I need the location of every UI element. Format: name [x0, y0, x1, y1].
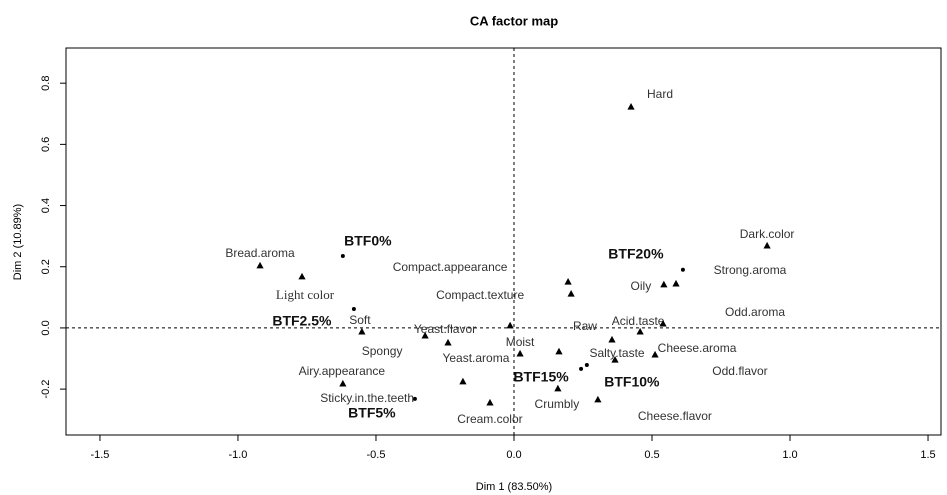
point-triangle [672, 279, 680, 287]
point-label: Odd.flavor [712, 364, 767, 378]
x-tick-label: -1.0 [228, 449, 247, 461]
y-tick-label: 0.0 [40, 320, 52, 335]
point-label: Airy.appearance [299, 364, 386, 378]
point-triangle [516, 349, 524, 357]
point-triangle [651, 350, 659, 358]
point-label: Sticky.in.the.teeth [320, 391, 414, 405]
point-triangle [763, 241, 771, 249]
y-axis-label: Dim 2 (10.89%) [12, 204, 24, 280]
point-triangle [554, 384, 562, 392]
y-tick-label: 0.6 [40, 137, 52, 152]
point-label: Bread.aroma [225, 246, 295, 260]
point-triangle [611, 356, 619, 363]
x-tick-label: -0.5 [366, 449, 385, 461]
point-label: Raw [573, 319, 597, 333]
x-tick-label: 0.0 [506, 449, 521, 461]
point-triangle [627, 103, 635, 110]
x-tick-label: 0.5 [644, 449, 659, 461]
y-tick-label: -0.2 [40, 380, 52, 399]
point-triangle [298, 272, 306, 280]
point-circle [680, 267, 685, 272]
point-label: Crumbly [535, 397, 580, 411]
point-label: Spongy [362, 344, 403, 358]
x-axis-label: Dim 1 (83.50%) [476, 481, 552, 493]
point-label: BTF2.5% [272, 313, 332, 329]
point-triangle [608, 335, 616, 343]
point-triangle [421, 331, 429, 339]
point-triangle [506, 321, 514, 329]
point-label: Compact.texture [436, 288, 524, 302]
point-label: BTF0% [344, 233, 392, 249]
point-label: Hard [647, 87, 673, 101]
point-label: Strong.aroma [714, 263, 787, 277]
point-triangle [636, 327, 644, 335]
point-label: BTF10% [604, 374, 660, 390]
point-triangle [256, 261, 264, 269]
point-triangle [444, 338, 452, 346]
x-tick-label: 1.0 [782, 449, 797, 461]
point-triangle [486, 398, 494, 406]
x-tick-label: 1.5 [920, 449, 935, 461]
point-triangle [339, 379, 347, 387]
point-triangle [567, 289, 575, 297]
point-label: Cheese.aroma [658, 341, 737, 355]
point-label: BTF5% [348, 405, 396, 421]
point-circle [412, 396, 417, 401]
point-label: Moist [506, 335, 535, 349]
x-tick-label: -1.5 [90, 449, 109, 461]
point-label: Cheese.flavor [638, 409, 712, 423]
y-tick-label: 0.8 [40, 76, 52, 91]
point-label: Dark.color [740, 227, 795, 241]
y-tick-label: 0.4 [40, 198, 52, 213]
point-triangle [459, 377, 467, 385]
point-label: Light color [276, 287, 335, 302]
point-label: Odd.aroma [725, 305, 785, 319]
point-label: Soft [349, 313, 371, 327]
point-label: Cream.color [457, 412, 522, 426]
point-circle [584, 362, 589, 367]
point-circle [340, 254, 345, 259]
point-triangle [564, 278, 572, 285]
point-triangle [659, 319, 667, 327]
point-label: Salty.taste [589, 346, 644, 360]
point-label: Yeast.aroma [442, 351, 509, 365]
point-label: BTF20% [608, 246, 664, 262]
point-circle [351, 306, 356, 311]
point-triangle [660, 280, 668, 288]
chart-title: CA factor map [470, 13, 558, 28]
point-label: Compact.appearance [393, 260, 508, 274]
point-label: Oily [631, 279, 652, 293]
y-tick-label: 0.2 [40, 259, 52, 274]
point-label: Acid.taste [612, 314, 665, 328]
point-circle [579, 366, 584, 371]
point-triangle [555, 347, 563, 355]
plot-frame [65, 47, 942, 436]
point-triangle [358, 327, 366, 335]
point-label: BTF15% [513, 369, 569, 385]
point-label: Yeast.flavor [414, 322, 476, 336]
point-triangle [594, 395, 602, 403]
